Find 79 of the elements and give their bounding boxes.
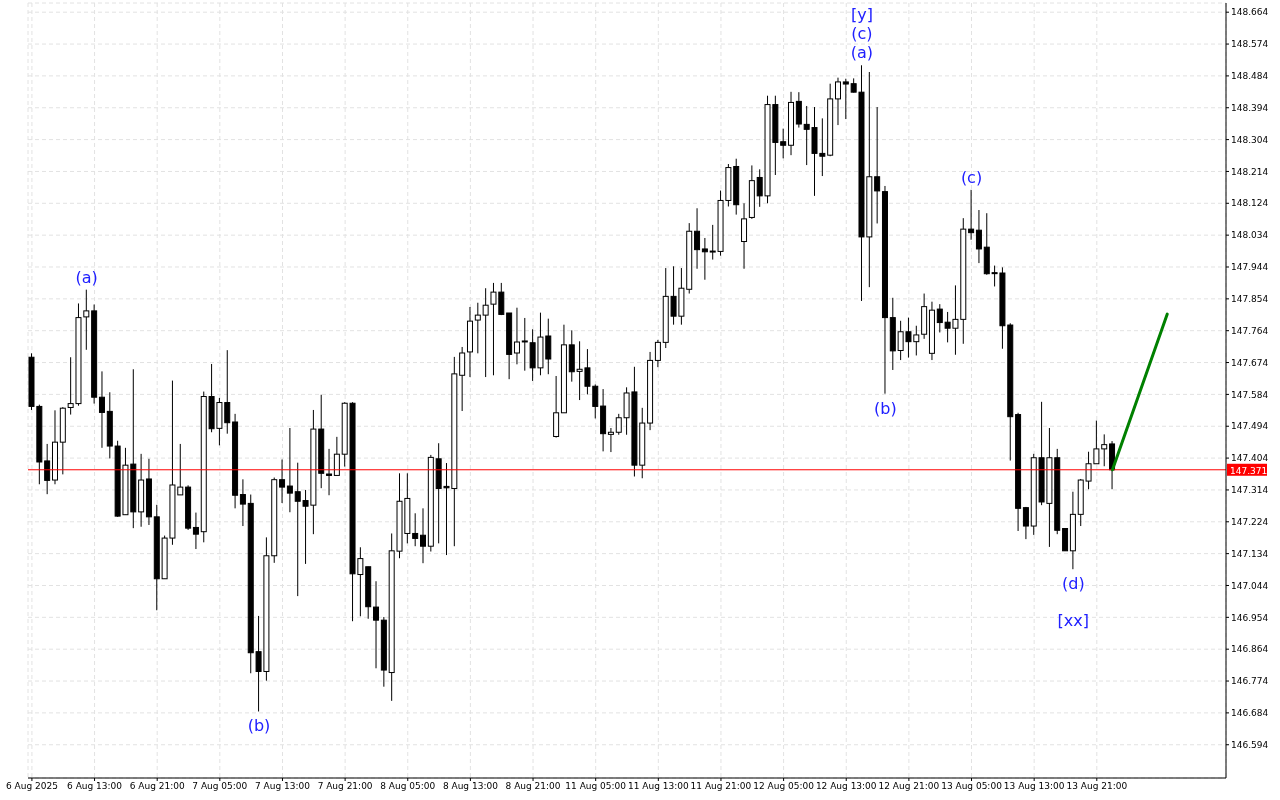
candlestick xyxy=(607,427,614,453)
x-tick-label: 12 Aug 13:00 xyxy=(815,781,877,792)
y-tick-label: 147.764 xyxy=(1231,325,1269,336)
candlestick xyxy=(654,339,661,368)
candlestick xyxy=(373,580,380,669)
y-tick-label: 146.684 xyxy=(1231,708,1269,719)
annotation: (b) xyxy=(874,398,897,418)
candlestick xyxy=(795,91,802,129)
x-tick-label: 11 Aug 21:00 xyxy=(690,781,752,792)
candlestick xyxy=(1022,506,1029,540)
y-tick-label: 148.484 xyxy=(1231,71,1269,82)
candlestick xyxy=(741,202,748,270)
candlestick xyxy=(835,77,841,126)
x-tick-label: 8 Aug 21:00 xyxy=(505,781,561,792)
annotation: (c) xyxy=(960,167,983,187)
candlestick xyxy=(326,448,333,496)
y-tick-label: 147.224 xyxy=(1231,516,1269,527)
y-tick-label: 146.594 xyxy=(1231,739,1269,750)
candlestick xyxy=(513,307,520,365)
x-tick-label: 12 Aug 21:00 xyxy=(878,781,940,792)
x-tick-label: 7 Aug 13:00 xyxy=(254,781,311,792)
x-tick-label: 13 Aug 05:00 xyxy=(941,781,1003,792)
candlestick xyxy=(694,207,701,270)
candlestick xyxy=(459,346,466,412)
x-tick-label: 11 Aug 13:00 xyxy=(627,781,689,792)
annotation: (a) xyxy=(850,43,874,63)
candlestick xyxy=(975,209,982,264)
candlestick xyxy=(279,459,286,504)
x-tick-label: 6 Aug 21:00 xyxy=(129,781,185,792)
y-tick-label: 146.864 xyxy=(1231,644,1269,655)
candlestick xyxy=(420,507,426,564)
candlestick xyxy=(1062,528,1069,552)
annotation: (c) xyxy=(851,24,873,44)
ref-line-label: 147.371 xyxy=(1230,465,1268,476)
candlestick xyxy=(701,237,708,281)
x-tick-label: 13 Aug 21:00 xyxy=(1066,781,1128,792)
y-tick-label: 147.044 xyxy=(1231,580,1269,591)
y-tick-label: 147.314 xyxy=(1231,485,1269,496)
y-tick-label: 147.674 xyxy=(1231,357,1269,368)
y-tick-label: 148.664 xyxy=(1231,7,1269,18)
y-tick-label: 148.124 xyxy=(1231,198,1269,209)
annotation: (b) xyxy=(247,716,271,736)
y-tick-label: 147.494 xyxy=(1231,421,1269,432)
candlestick xyxy=(333,436,340,476)
candlestick xyxy=(44,443,51,495)
y-tick-label: 146.774 xyxy=(1231,676,1269,687)
y-tick-label: 148.304 xyxy=(1231,134,1269,145)
y-tick-label: 146.954 xyxy=(1231,612,1269,623)
x-tick-label: 8 Aug 13:00 xyxy=(442,781,499,792)
candlestick xyxy=(286,427,293,513)
y-tick-label: 148.394 xyxy=(1231,102,1269,113)
annotation: [xx] xyxy=(1057,611,1090,631)
annotation: [y] xyxy=(850,5,873,25)
candlestick xyxy=(874,106,881,224)
candlestick xyxy=(98,370,105,449)
x-tick-label: 12 Aug 05:00 xyxy=(753,781,815,792)
annotation: (d) xyxy=(1061,574,1085,594)
y-tick-label: 148.574 xyxy=(1231,39,1269,50)
y-tick-label: 148.034 xyxy=(1231,230,1269,241)
candlestick xyxy=(412,512,419,547)
candlestick xyxy=(553,375,560,439)
x-tick-label: 11 Aug 05:00 xyxy=(565,781,627,792)
y-tick-label: 147.584 xyxy=(1231,389,1269,400)
candlestick xyxy=(239,478,246,527)
x-tick-label: 6 Aug 13:00 xyxy=(67,781,123,792)
y-tick-label: 147.854 xyxy=(1231,294,1269,305)
x-tick-label: 7 Aug 21:00 xyxy=(317,781,373,792)
y-tick-label: 147.404 xyxy=(1231,453,1269,464)
y-tick-label: 147.134 xyxy=(1231,548,1269,559)
candlestick xyxy=(192,512,199,550)
candlestick xyxy=(968,189,975,241)
y-tick-label: 148.214 xyxy=(1231,166,1269,177)
x-tick-label: 13 Aug 13:00 xyxy=(1003,781,1065,792)
x-tick-label: 7 Aug 05:00 xyxy=(192,781,248,792)
y-tick-label: 147.944 xyxy=(1231,262,1269,273)
candlestick xyxy=(842,78,849,120)
x-tick-label: 8 Aug 05:00 xyxy=(380,781,436,792)
x-tick-label: 6 Aug 2025 xyxy=(5,781,58,792)
annotation: (a) xyxy=(75,267,98,287)
